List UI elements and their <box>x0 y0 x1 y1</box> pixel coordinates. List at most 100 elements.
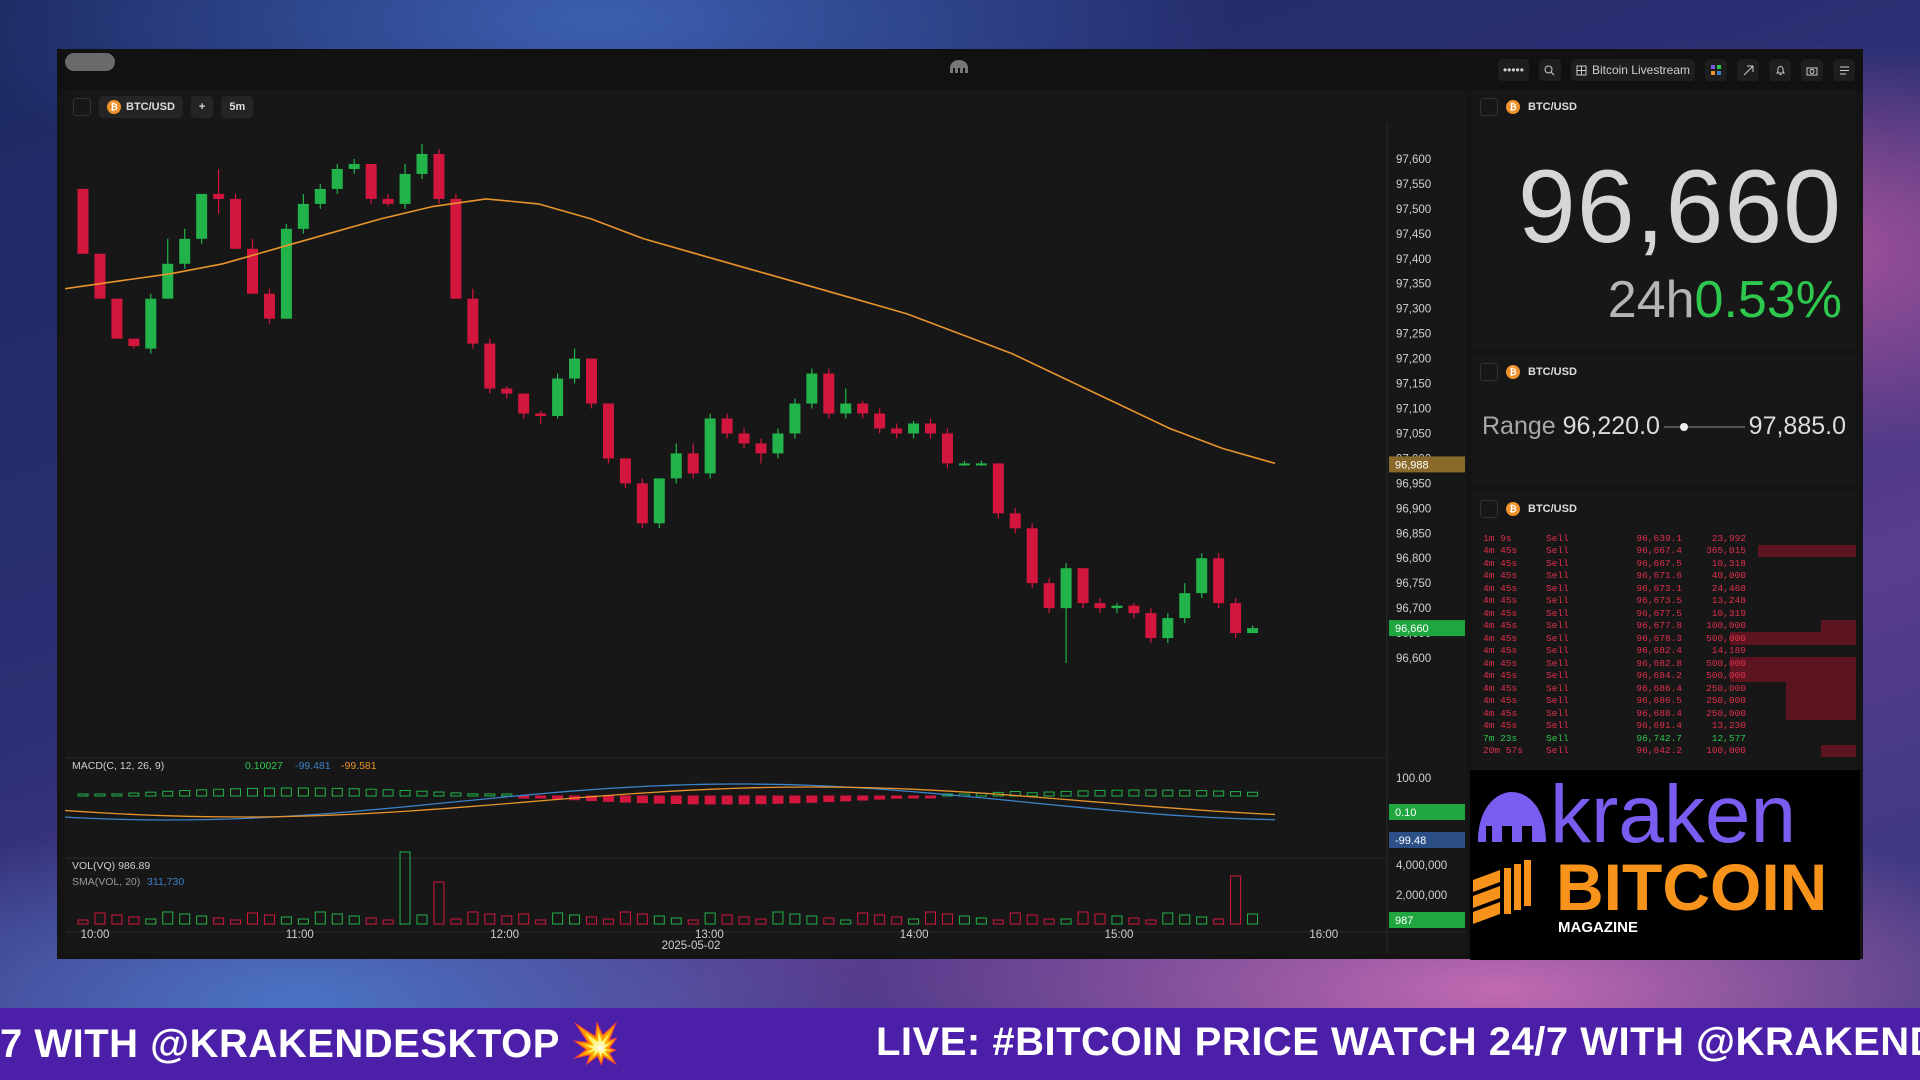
range-row: Range 96,220.0 97,885.0 <box>1482 412 1846 441</box>
volume-bar <box>586 916 597 925</box>
price-panel: ₿ BTC/USD 96,660 24h0.53% <box>1472 90 1856 348</box>
trade-side: Sell <box>1546 645 1569 657</box>
candle <box>958 460 970 466</box>
more-dots-button[interactable]: ••••• <box>1497 59 1529 81</box>
trade-side: Sell <box>1546 532 1569 544</box>
panel-menu-button[interactable] <box>1480 98 1498 116</box>
trade-side: Sell <box>1546 682 1569 694</box>
svg-text:987: 987 <box>1395 915 1413 927</box>
btc-coin-icon: ₿ <box>107 100 121 114</box>
volume-bar <box>1026 914 1038 925</box>
trade-price: 96,688.4 <box>1636 707 1682 719</box>
add-indicator-button[interactable]: + <box>190 96 214 118</box>
interval-selector[interactable]: 5m <box>221 96 254 118</box>
panel-menu-button[interactable] <box>1480 500 1498 518</box>
layout-button[interactable] <box>1705 59 1727 81</box>
macd-histogram-bar <box>1247 791 1259 797</box>
trade-time: 4m 45s <box>1483 720 1518 732</box>
candle <box>1196 553 1208 599</box>
notifications-button[interactable] <box>1769 59 1791 81</box>
price-tick: 96,900 <box>1396 503 1431 515</box>
panel-menu-button[interactable] <box>1480 363 1498 381</box>
macd-histogram-bar <box>111 793 123 797</box>
trade-size-bar <box>1786 707 1856 720</box>
macd-histogram-bar <box>1230 791 1242 797</box>
trade-time: 4m 45s <box>1483 620 1518 632</box>
trade-side: Sell <box>1546 570 1569 582</box>
trade-row: 4m 45s Sell 96,686.4 250,000 <box>1480 682 1856 695</box>
volume-bar <box>1060 918 1072 925</box>
candle <box>145 293 157 354</box>
trade-amount: 500,000 <box>1706 632 1746 644</box>
menu-button[interactable] <box>1833 59 1855 81</box>
candlestick-chart[interactable]: 97,600 97,550 97,500 97,450 97,400 97,350 97,3… <box>65 124 1466 954</box>
workspace-button[interactable]: Bitcoin Livestream <box>1570 59 1695 81</box>
candle <box>908 420 920 439</box>
sma-price-tag: 96,988 <box>1389 456 1465 473</box>
volume-bar <box>1162 912 1174 925</box>
volume-bar <box>365 917 377 925</box>
volume-bar <box>535 919 547 925</box>
macd-histogram-bar <box>1094 789 1106 797</box>
volume-pane: 4,000,000 2,000,000 <box>77 851 1447 925</box>
trade-price: 96,667.5 <box>1636 557 1682 569</box>
bitcoin-wordmark: BITCOIN <box>1556 850 1827 924</box>
trade-price: 96,642.2 <box>1636 745 1682 757</box>
volume-bar <box>1094 913 1106 925</box>
macd-histogram-bar <box>586 795 597 802</box>
range-low: 96,220.0 <box>1562 412 1660 440</box>
price-axis: 97,600 97,550 97,500 97,450 97,400 97,350 97,3… <box>1396 154 1431 665</box>
trade-time: 4m 45s <box>1483 557 1518 569</box>
sidebar-toggle-button[interactable] <box>65 53 115 71</box>
volume-tick: 2,000,000 <box>1396 890 1447 902</box>
macd-histogram-bar <box>280 787 292 797</box>
symbol-selector[interactable]: ₿ BTC/USD <box>99 96 183 118</box>
volume-tick: 4,000,000 <box>1396 860 1447 872</box>
btc-coin-icon: ₿ <box>1506 365 1520 379</box>
candle <box>772 428 784 459</box>
trade-time: 4m 45s <box>1483 632 1518 644</box>
candle <box>1111 603 1123 614</box>
send-button[interactable] <box>1737 59 1759 81</box>
trade-row: 20m 57s Sell 96,642.2 100,000 <box>1480 744 1856 757</box>
trade-row: 4m 45s Sell 96,688.4 250,000 <box>1480 707 1856 720</box>
price-tick: 96,700 <box>1396 603 1431 615</box>
trade-row: 4m 45s Sell 96,682.4 14,189 <box>1480 645 1856 658</box>
volume-bar <box>230 919 242 925</box>
macd-histogram-bar <box>619 795 631 803</box>
candle <box>1145 608 1157 644</box>
trade-amount: 100,000 <box>1706 745 1746 757</box>
macd-histogram-bar <box>840 795 852 802</box>
trade-row: 4m 45s Sell 96,691.4 13,230 <box>1480 720 1856 733</box>
macd-tick: 100.00 <box>1396 773 1431 785</box>
volume-bar <box>213 917 225 925</box>
trade-price: 96,639.1 <box>1636 532 1682 544</box>
candle <box>1026 523 1038 589</box>
candle <box>925 418 936 439</box>
macd-histogram-bar <box>1196 790 1208 797</box>
panel-menu-button[interactable] <box>73 98 91 116</box>
date-label: 2025-05-02 <box>662 940 721 952</box>
screenshot-button[interactable] <box>1801 59 1823 81</box>
macd-histogram-bar <box>891 795 903 799</box>
volume-bar <box>263 914 275 925</box>
macd-histogram-bar <box>636 795 648 804</box>
macd-histogram-bar <box>145 791 157 797</box>
trade-side: Sell <box>1546 582 1569 594</box>
macd-histogram-bar <box>704 795 716 805</box>
kraken-logo-icon <box>1478 792 1546 842</box>
trade-amount: 10,319 <box>1711 607 1746 619</box>
search-button[interactable] <box>1538 59 1561 81</box>
candle <box>975 460 987 466</box>
macd-histogram-bar <box>1111 789 1123 797</box>
trade-side: Sell <box>1546 720 1569 732</box>
trade-price: 96,682.8 <box>1636 657 1682 669</box>
time-axis: 10:00 11:00 12:00 13:00 14:00 15:00 16:00 <box>81 929 1339 941</box>
trade-row: 4m 45s Sell 96,678.3 500,000 <box>1480 632 1856 645</box>
trade-time: 4m 45s <box>1483 570 1518 582</box>
macd-histogram-bar <box>179 790 191 797</box>
volume-bar <box>1111 915 1123 925</box>
trade-size-bar <box>1786 694 1856 707</box>
bell-icon <box>1775 65 1785 75</box>
volume-bar <box>653 915 665 925</box>
